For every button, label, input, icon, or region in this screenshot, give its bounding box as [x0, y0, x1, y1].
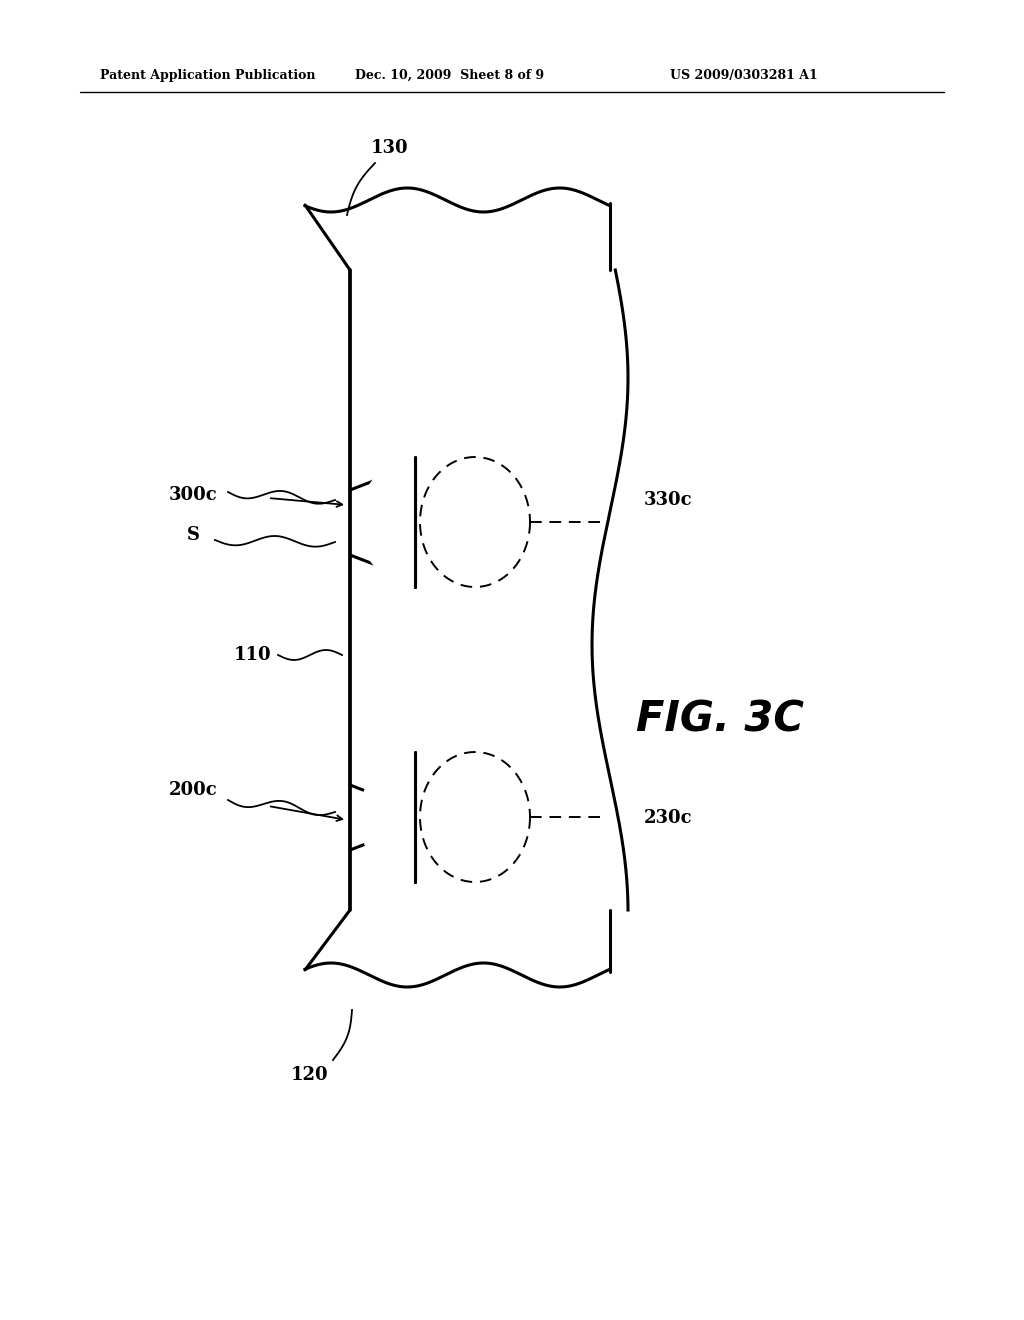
Text: Dec. 10, 2009  Sheet 8 of 9: Dec. 10, 2009 Sheet 8 of 9	[355, 69, 544, 82]
Polygon shape	[360, 457, 415, 587]
Polygon shape	[360, 752, 415, 882]
Text: 330c: 330c	[644, 491, 692, 510]
Text: S: S	[186, 525, 200, 544]
Text: Patent Application Publication: Patent Application Publication	[100, 69, 315, 82]
Text: 200c: 200c	[169, 781, 217, 799]
Text: 120: 120	[291, 1067, 329, 1084]
Text: 300c: 300c	[169, 486, 217, 504]
Text: FIG. 3C: FIG. 3C	[636, 700, 804, 741]
Text: 130: 130	[371, 139, 409, 157]
Text: 230c: 230c	[644, 809, 692, 828]
Text: 110: 110	[234, 645, 271, 664]
Text: US 2009/0303281 A1: US 2009/0303281 A1	[670, 69, 818, 82]
